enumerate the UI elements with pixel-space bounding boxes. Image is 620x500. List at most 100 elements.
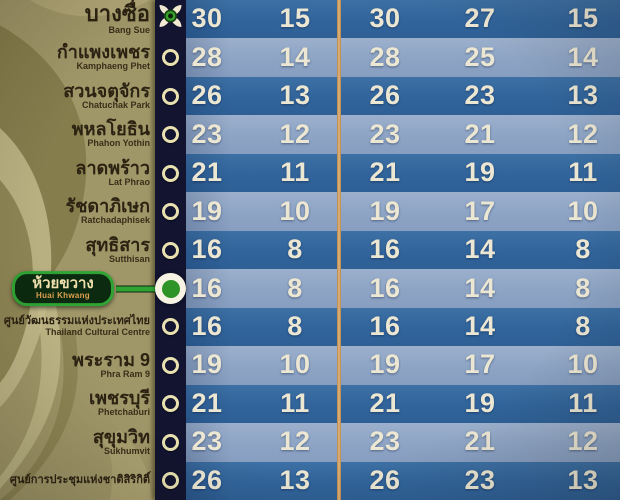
station-ring-icon xyxy=(162,49,179,67)
values-cell: 26 13 26 23 13 xyxy=(186,76,620,116)
station-name-thai: ศูนย์การประชุมแห่งชาติสิริกิติ์ xyxy=(9,473,150,486)
line-marker-cell xyxy=(155,346,186,384)
station-name-thai: สวนจตุจักร xyxy=(63,80,150,101)
station-name-english: Sukhumvit xyxy=(103,445,150,456)
value: 21 xyxy=(369,156,401,187)
station-ring-icon xyxy=(162,395,179,413)
value: 10 xyxy=(279,195,311,226)
station-name-english: Kamphaeng Phet xyxy=(76,61,150,72)
value: 30 xyxy=(369,3,401,34)
station-name-english: Chatuchak Park xyxy=(81,99,150,110)
value: 16 xyxy=(191,272,223,303)
value: 16 xyxy=(369,310,401,341)
value: 26 xyxy=(191,80,223,111)
line-marker-cell xyxy=(155,38,186,76)
current-station-marker-icon xyxy=(155,273,186,305)
value: 13 xyxy=(567,80,599,111)
line-marker-cell xyxy=(155,0,186,38)
station-label: เพชรบุรี Phetchaburi xyxy=(0,385,155,423)
value: 8 xyxy=(575,272,591,303)
station-name-thai: เพชรบุรี xyxy=(89,388,150,409)
value: 30 xyxy=(191,3,223,34)
values-cell: 19 10 19 17 10 xyxy=(186,346,620,386)
table-row: เพชรบุรี Phetchaburi 21 11 21 19 11 xyxy=(0,384,620,424)
table-row: พหลโยธิน Phahon Yothin 23 12 23 21 12 xyxy=(0,115,620,155)
value: 19 xyxy=(191,349,223,380)
value: 11 xyxy=(568,387,598,418)
value: 28 xyxy=(191,41,223,72)
value: 26 xyxy=(369,464,401,495)
station-label: สุทธิสาร Sutthisan xyxy=(0,231,155,269)
values-cell: 16 8 16 14 8 xyxy=(186,307,620,347)
values-cell: 23 12 23 21 12 xyxy=(186,115,620,155)
line-marker-cell xyxy=(155,154,186,192)
value: 16 xyxy=(369,233,401,264)
station-name-english: Ratchadaphisek xyxy=(80,215,150,226)
value: 10 xyxy=(567,349,599,380)
value: 17 xyxy=(464,195,496,226)
table-row: รัชดาภิเษก Ratchadaphisek 19 10 19 17 10 xyxy=(0,192,620,232)
value: 19 xyxy=(464,387,496,418)
station-ring-icon xyxy=(162,241,179,259)
value: 23 xyxy=(464,464,496,495)
table-row-current-station: ห้วยขวาง Huai Khwang 16 8 16 14 8 xyxy=(0,269,620,309)
line-marker-cell xyxy=(155,77,186,115)
value: 12 xyxy=(279,118,311,149)
table-row: สุขุมวิท Sukhumvit 23 12 23 21 12 xyxy=(0,423,620,463)
value: 23 xyxy=(191,426,223,457)
line-marker-cell xyxy=(155,192,186,230)
station-name-english: Phra Ram 9 xyxy=(100,369,150,379)
station-label: ศูนย์วัฒนธรรมแห่งประเทศไทย Thailand Cult… xyxy=(0,308,155,346)
station-name-english: Lat Phrao xyxy=(108,176,150,187)
station-ring-icon xyxy=(162,356,179,374)
value: 12 xyxy=(567,118,599,149)
value: 23 xyxy=(464,80,496,111)
table-row: ศูนย์การประชุมแห่งชาติสิริกิติ์ 26 13 26… xyxy=(0,461,620,500)
value: 8 xyxy=(575,233,591,264)
values-cell: 23 12 23 21 12 xyxy=(186,423,620,463)
station-label: สวนจตุจักร Chatuchak Park xyxy=(0,77,155,115)
station-label: พหลโยธิน Phahon Yothin xyxy=(0,115,155,153)
value: 25 xyxy=(464,41,496,72)
station-name-english: Phahon Yothin xyxy=(87,138,150,149)
station-name-english: Phetchaburi xyxy=(97,407,150,418)
line-marker-cell xyxy=(155,308,186,346)
value: 14 xyxy=(464,272,496,303)
callout-connector-line xyxy=(116,285,158,293)
value: 8 xyxy=(287,310,303,341)
station-name-panel-background xyxy=(0,0,157,500)
value: 13 xyxy=(279,464,311,495)
value: 26 xyxy=(191,464,223,495)
value: 14 xyxy=(567,41,599,72)
station-ring-icon xyxy=(162,472,179,490)
value: 14 xyxy=(464,233,496,264)
value: 19 xyxy=(369,349,401,380)
line-marker-cell xyxy=(155,385,186,423)
thai-pattern-decoration xyxy=(0,0,152,500)
line-marker-cell xyxy=(155,115,186,153)
station-name-english: Bang Sue xyxy=(108,24,150,35)
station-name-thai: ศูนย์วัฒนธรรมแห่งประเทศไทย xyxy=(3,315,150,328)
value: 23 xyxy=(191,118,223,149)
station-name-thai: ลาดพร้าว xyxy=(75,157,150,178)
station-name-thai: พระราม 9 xyxy=(72,350,150,370)
station-label: รัชดาภิเษก Ratchadaphisek xyxy=(0,192,155,230)
interchange-flower-icon xyxy=(159,5,182,28)
line-marker-cell xyxy=(155,462,186,500)
table-row: พระราม 9 Phra Ram 9 19 10 19 17 10 xyxy=(0,346,620,386)
values-cell: 16 8 16 14 8 xyxy=(186,269,620,309)
value: 21 xyxy=(464,118,496,149)
value: 19 xyxy=(369,195,401,226)
station-ring-icon xyxy=(162,318,179,336)
station-ring-icon xyxy=(162,164,179,182)
station-name-thai: พหลโยธิน xyxy=(71,119,150,140)
station-name-thai: สุทธิสาร xyxy=(85,234,150,255)
values-cell: 28 14 28 25 14 xyxy=(186,38,620,78)
value: 14 xyxy=(279,41,311,72)
table-row: สวนจตุจักร Chatuchak Park 26 13 26 23 13 xyxy=(0,76,620,116)
station-label: ห้วยขวาง Huai Khwang xyxy=(0,269,158,307)
value: 12 xyxy=(567,426,599,457)
values-cell: 26 13 26 23 13 xyxy=(186,461,620,500)
